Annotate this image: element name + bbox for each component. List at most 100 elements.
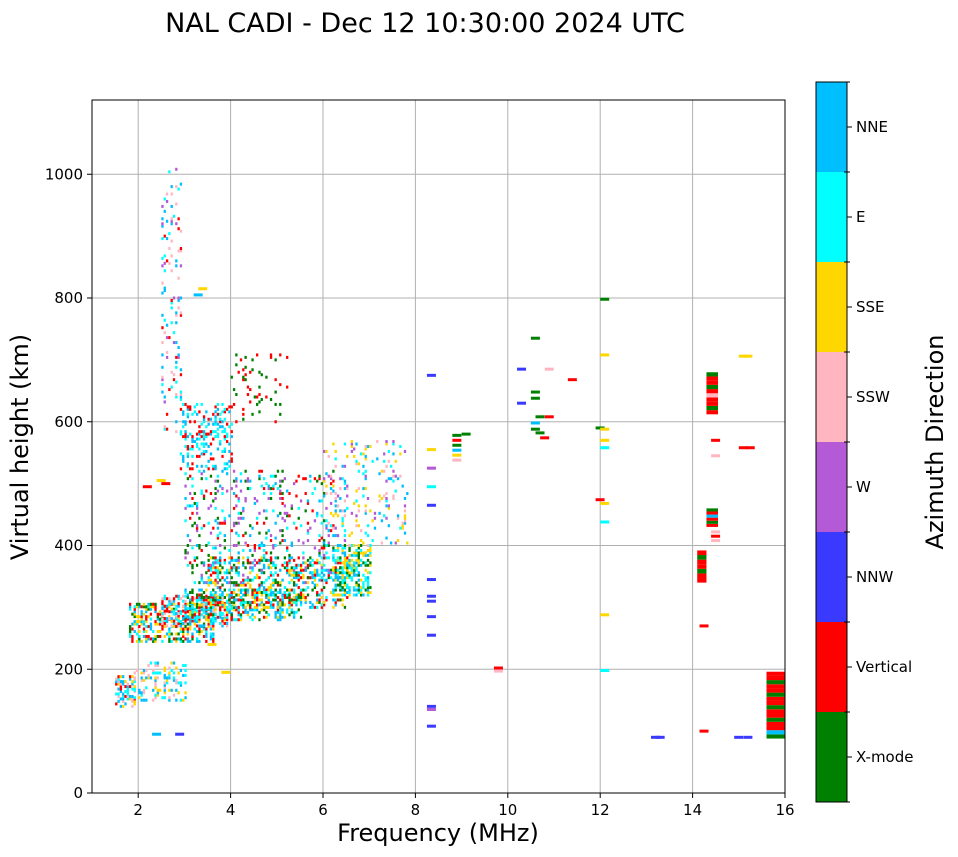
x-tick-label: 14 — [683, 801, 702, 819]
trace-echo — [258, 598, 261, 602]
trace-echo — [189, 613, 192, 617]
trace-echo — [209, 578, 213, 582]
trace-echo — [237, 605, 240, 609]
trace-echo — [191, 437, 194, 441]
trace-echo — [334, 573, 337, 577]
trace-echo — [348, 546, 351, 550]
trace-echo — [152, 630, 155, 634]
trace-echo — [339, 566, 342, 570]
trace-echo — [223, 561, 226, 565]
trace-echo — [357, 509, 360, 513]
trace-echo — [339, 558, 342, 562]
trace-echo — [274, 521, 277, 525]
trace-echo — [242, 588, 245, 592]
trace-echo — [219, 605, 222, 609]
trace-echo — [313, 583, 317, 587]
trace-echo — [189, 447, 192, 451]
trace-echo — [306, 558, 310, 562]
trace-echo — [152, 698, 155, 702]
trace-echo — [295, 593, 298, 597]
trace-echo — [223, 558, 226, 562]
trace-echo — [244, 578, 247, 582]
trace-echo — [184, 556, 187, 560]
trace-echo — [193, 613, 196, 617]
trace-echo — [369, 551, 372, 555]
trace-echo — [706, 514, 719, 518]
trace-echo — [117, 682, 120, 686]
trace-echo — [343, 546, 347, 550]
trace-echo — [198, 598, 201, 602]
trace-echo — [235, 531, 238, 535]
trace-echo — [334, 576, 337, 580]
trace-echo — [152, 637, 155, 641]
trace-echo — [359, 578, 363, 582]
trace-echo — [246, 385, 250, 389]
trace-echo — [290, 598, 293, 602]
trace-echo — [334, 548, 337, 552]
trace-echo — [191, 467, 194, 471]
trace-echo — [734, 735, 744, 739]
trace-echo — [209, 568, 213, 572]
trace-echo — [202, 432, 206, 436]
trace-echo — [117, 675, 120, 679]
trace-echo — [239, 600, 243, 604]
trace-echo — [256, 395, 259, 399]
trace-echo — [202, 627, 206, 631]
trace-echo — [251, 591, 254, 595]
trace-echo — [279, 479, 282, 483]
trace-echo — [253, 591, 257, 595]
trace-echo — [279, 496, 282, 500]
trace-echo — [253, 608, 257, 612]
trace-echo — [348, 586, 351, 590]
trace-echo — [172, 373, 176, 377]
trace-echo — [179, 407, 183, 411]
trace-echo — [216, 603, 220, 607]
trace-echo — [163, 400, 166, 404]
trace-echo — [184, 610, 187, 614]
trace-echo — [269, 353, 273, 357]
trace-echo — [128, 632, 132, 636]
trace-echo — [341, 519, 344, 523]
trace-echo — [161, 326, 164, 330]
trace-echo — [216, 447, 220, 451]
trace-echo — [140, 620, 143, 624]
trace-echo — [279, 600, 282, 604]
trace-echo — [341, 571, 344, 575]
trace-echo — [373, 511, 377, 515]
trace-echo — [209, 581, 213, 585]
trace-echo — [184, 551, 187, 555]
trace-echo — [158, 622, 162, 626]
trace-echo — [228, 561, 231, 565]
trace-echo — [343, 499, 347, 503]
trace-echo — [163, 620, 166, 624]
trace-echo — [595, 498, 605, 502]
trace-echo — [221, 591, 224, 595]
trace-echo — [184, 437, 187, 441]
trace-echo — [288, 593, 291, 597]
trace-echo — [177, 681, 180, 685]
trace-echo — [253, 548, 257, 552]
trace-echo — [766, 688, 785, 693]
trace-echo — [184, 519, 187, 523]
trace-echo — [212, 595, 215, 599]
trace-echo — [152, 671, 155, 675]
trace-echo — [256, 353, 259, 357]
trace-echo — [225, 435, 229, 439]
trace-echo — [274, 556, 277, 560]
trace-echo — [133, 605, 136, 609]
trace-echo — [272, 578, 275, 582]
trace-echo — [256, 598, 259, 602]
trace-echo — [195, 618, 199, 622]
trace-echo — [179, 229, 183, 233]
trace-echo — [253, 496, 257, 500]
trace-echo — [253, 395, 257, 399]
trace-echo — [168, 336, 171, 340]
trace-echo — [149, 607, 153, 611]
trace-echo — [288, 591, 291, 595]
trace-echo — [242, 534, 245, 538]
trace-echo — [198, 546, 201, 550]
trace-echo — [343, 539, 347, 543]
trace-echo — [177, 594, 180, 598]
trace-echo — [336, 598, 340, 602]
trace-echo — [276, 600, 280, 604]
